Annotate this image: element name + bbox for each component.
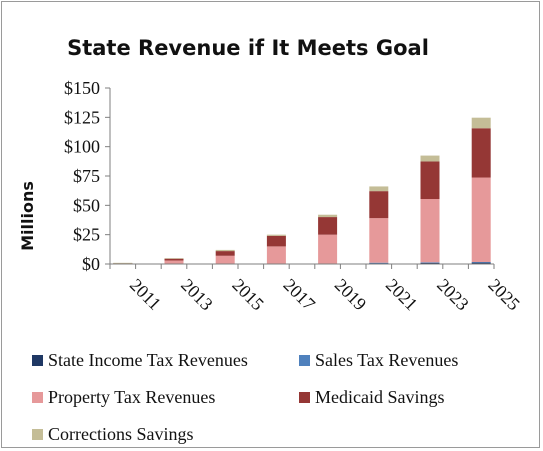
legend-label-sales-tax: Sales Tax Revenues <box>315 350 459 370</box>
x-tick-label: 2017 <box>280 275 320 315</box>
x-tick-label: 2013 <box>177 275 217 315</box>
x-tick-label: 2025 <box>484 275 524 315</box>
legend-label-medicaid-savings: Medicaid Savings <box>315 387 445 407</box>
y-tick-label: $100 <box>64 137 100 157</box>
bar-segment-2025-s1 <box>471 262 491 263</box>
bar-segment-2025-s2 <box>471 177 491 263</box>
x-tick-label: 2019 <box>331 275 371 315</box>
legend-item-corrections-savings: Corrections Savings <box>32 424 194 445</box>
bar-segment-2011-s4 <box>113 262 133 264</box>
legend-label-corrections-savings: Corrections Savings <box>48 424 194 444</box>
bar-segment-2015-s4 <box>215 249 235 252</box>
bar-segment-2017-s2 <box>266 246 286 264</box>
bar-segment-2023-s0 <box>420 262 440 264</box>
y-tick-label: $25 <box>73 225 100 245</box>
bar-segment-2019-s4 <box>318 214 338 218</box>
legend-label-property-tax: Property Tax Revenues <box>48 387 216 407</box>
bar-segment-2025-s0 <box>471 262 491 264</box>
bar-segment-2019-s3 <box>318 217 338 235</box>
bar-segment-2023-s1 <box>420 262 440 263</box>
bar-segment-2017-s4 <box>266 234 286 236</box>
legend-label-state-income-tax: State Income Tax Revenues <box>48 350 248 370</box>
legend-swatch-sales-tax <box>299 355 310 366</box>
bar-segment-2021-s4 <box>369 186 389 192</box>
plot-area: $0 $25 $50 $75 $100 $125 $150 2011 2013 2015 2017 2… <box>64 78 524 314</box>
bar-segment-2019-s2 <box>318 234 338 264</box>
chart-title: State Revenue if It Meets Goal <box>67 36 429 60</box>
bar-segment-2013-s4 <box>164 258 184 259</box>
bar-segment-2017-s3 <box>266 235 286 247</box>
y-axis-label: Millions <box>18 181 37 251</box>
legend-swatch-medicaid-savings <box>299 392 310 403</box>
bar-segment-2013-s3 <box>164 258 184 261</box>
bar-segment-2023-s4 <box>420 155 440 162</box>
x-tick-label: 2011 <box>126 275 165 314</box>
legend-swatch-property-tax <box>32 392 43 403</box>
bar-segment-2021-s3 <box>369 191 389 219</box>
bar-segment-2025-s3 <box>471 128 491 178</box>
x-tick-label: 2021 <box>382 275 422 315</box>
bar-segment-2013-s2 <box>164 260 184 264</box>
bar-segment-2015-s3 <box>215 251 235 256</box>
legend-item-state-income-tax: State Income Tax Revenues <box>32 350 248 371</box>
bar-segment-2023-s3 <box>420 161 440 199</box>
legend: State Income Tax Revenues Sales Tax Reve… <box>24 342 529 447</box>
y-tick-label: $0 <box>82 254 100 274</box>
bar-segment-2021-s2 <box>369 218 389 263</box>
legend-item-sales-tax: Sales Tax Revenues <box>299 350 458 371</box>
y-tick-label: $50 <box>73 195 100 215</box>
y-tick-label: $125 <box>64 107 100 127</box>
bar-segment-2025-s4 <box>471 117 491 129</box>
y-tick-label: $75 <box>73 166 100 186</box>
legend-item-property-tax: Property Tax Revenues <box>32 387 215 408</box>
legend-swatch-state-income-tax <box>32 355 43 366</box>
y-tick-label: $150 <box>64 78 100 98</box>
x-tick-label: 2015 <box>228 275 268 315</box>
bar-segment-2015-s2 <box>215 255 235 264</box>
bar-segment-2021-s1 <box>369 262 389 264</box>
legend-swatch-corrections-savings <box>32 429 43 440</box>
bar-segment-2023-s2 <box>420 199 440 263</box>
legend-item-medicaid-savings: Medicaid Savings <box>299 387 444 408</box>
x-tick-label: 2023 <box>433 275 473 315</box>
